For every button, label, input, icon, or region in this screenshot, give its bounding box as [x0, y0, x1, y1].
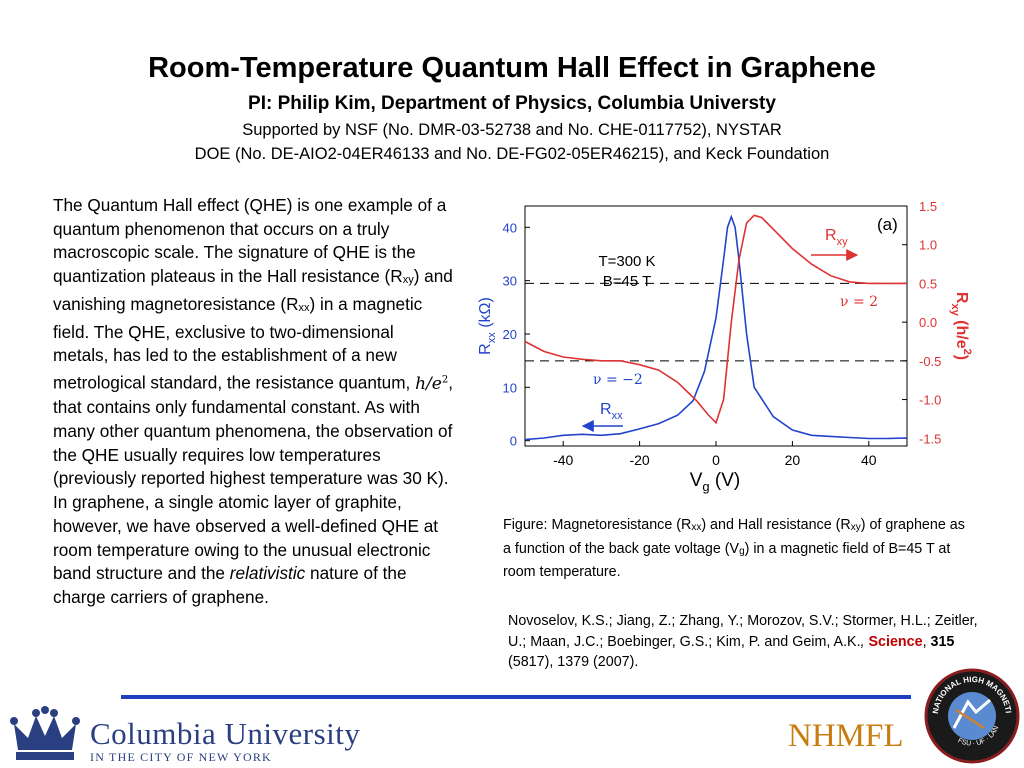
x-axis-label: Vg (V) [690, 470, 741, 494]
plateau-label-plus: ν = 2 [840, 294, 878, 310]
y-left-tick-label: 30 [503, 274, 517, 289]
nhmfl-seal-icon: NATIONAL HIGH MAGNETIC FIELD LABORATORY … [924, 666, 1020, 764]
columbia-crown-icon [10, 706, 80, 760]
y-right-tick-label: -0.5 [919, 354, 941, 369]
plateau-label-minus: ν = −2 [593, 372, 643, 388]
pi-line: PI: Philip Kim, Department of Physics, C… [248, 93, 776, 114]
nhmfl-wordmark: NHMFL [788, 718, 904, 754]
rxx-curve [524, 214, 908, 441]
y-left-tick-label: 40 [503, 220, 517, 235]
temperature-label: T=300 K [598, 253, 655, 270]
qhe-chart: -40 -20 0 20 40 0 10 20 30 40 1.5 1.0 0.5 0.0 -0.5 -1… [477, 199, 973, 494]
funding-line-2: DOE (No. DE-AIO2-04ER46133 and No. DE-FG… [194, 145, 830, 163]
plot-frame [524, 205, 908, 447]
resistance-quantum-formula: h/e2 [415, 373, 449, 394]
y-axis-label-left: Rxx (kΩ) [477, 297, 498, 355]
page-title: Room-Temperature Quantum Hall Effect in … [148, 52, 876, 84]
y-right-tick-label: 1.5 [919, 199, 937, 214]
journal-name: Science [868, 633, 923, 650]
footer-divider [121, 695, 911, 699]
journal-volume: 315 [930, 633, 955, 650]
y-right-tick-label: 0.0 [919, 315, 937, 330]
y-left-tick-label: 0 [510, 434, 517, 449]
citation: Novoselov, K.S.; Jiang, Z.; Zhang, Y.; M… [508, 613, 978, 670]
columbia-wordmark: Columbia University [90, 716, 361, 751]
y-right-tick-label: -1.0 [919, 393, 941, 408]
body-paragraph: The Quantum Hall effect (QHE) is one exa… [53, 195, 453, 607]
y-right-tick-label: 1.0 [919, 238, 937, 253]
x-tick-label: -40 [553, 452, 573, 468]
x-tick-label: -20 [629, 452, 649, 468]
columbia-city-line: IN THE CITY OF NEW YORK [90, 750, 272, 764]
y-left-tick-label: 10 [503, 380, 517, 395]
rxy-curve [524, 214, 907, 425]
y-right-tick-label: 0.5 [919, 276, 937, 291]
x-tick-label: 40 [861, 452, 877, 468]
rxy-series-label: Rxy [825, 227, 848, 248]
y-left-tick-label: 20 [503, 327, 517, 342]
x-tick-label: 0 [712, 452, 720, 468]
field-label: B=45 T [603, 273, 652, 290]
rxx-series-label: Rxx [600, 401, 623, 422]
funding-line-1: Supported by NSF (No. DMR-03-52738 and N… [242, 121, 782, 139]
figure-caption: Figure: Magnetoresistance (Rxx) and Hall… [503, 517, 965, 580]
x-tick-label: 20 [785, 452, 801, 468]
panel-label: (a) [877, 215, 898, 234]
y-axis-label-right: Rxy (h/e2) [949, 292, 973, 360]
y-right-tick-label: -1.5 [919, 431, 941, 446]
